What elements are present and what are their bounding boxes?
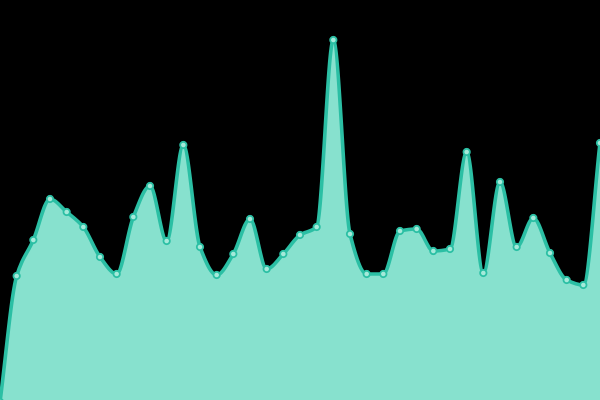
data-point-marker xyxy=(329,35,338,45)
data-point-marker xyxy=(162,236,171,246)
data-point-marker xyxy=(112,269,121,279)
data-point-marker xyxy=(179,140,188,150)
data-point-marker xyxy=(12,271,21,281)
data-point-marker xyxy=(45,194,55,204)
data-point-marker xyxy=(262,264,271,274)
data-point-marker xyxy=(445,244,455,254)
data-point-marker xyxy=(562,275,571,285)
data-point-marker xyxy=(362,269,371,279)
data-point-marker xyxy=(345,229,355,239)
data-point-marker xyxy=(312,222,321,232)
data-point-marker xyxy=(395,226,405,236)
data-point-marker xyxy=(195,242,205,252)
data-point-marker xyxy=(462,147,471,157)
data-point-marker xyxy=(129,212,138,222)
data-point-marker xyxy=(279,249,288,259)
data-point-marker xyxy=(245,214,255,224)
data-point-marker xyxy=(79,222,88,232)
data-point-marker xyxy=(95,252,105,262)
data-point-marker xyxy=(429,246,438,256)
data-point-marker xyxy=(479,268,488,278)
data-point-marker xyxy=(295,230,305,240)
data-point-marker xyxy=(29,235,38,245)
data-point-marker xyxy=(545,248,555,258)
data-point-marker xyxy=(229,249,238,259)
area-fill xyxy=(0,40,600,400)
data-point-marker xyxy=(495,177,505,187)
data-point-marker xyxy=(145,181,155,191)
data-point-marker xyxy=(512,242,521,252)
data-point-marker xyxy=(412,224,421,234)
data-point-marker xyxy=(212,270,221,280)
data-point-marker xyxy=(579,280,588,290)
data-point-marker xyxy=(529,213,538,223)
data-point-marker xyxy=(379,269,388,279)
data-point-marker xyxy=(62,207,71,217)
